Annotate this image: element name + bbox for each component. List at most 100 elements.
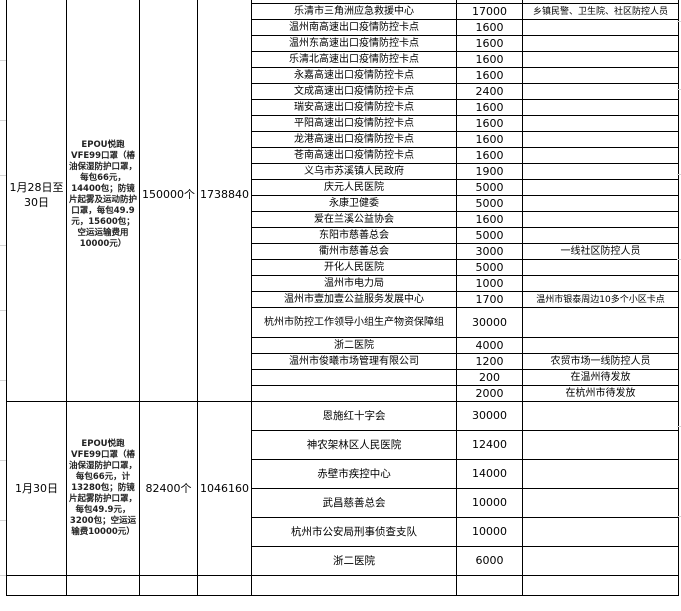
note-cell[interactable]: 在杭州市待发放 [522,385,679,402]
quantity-cell[interactable]: 82400个 [139,401,198,576]
recipient-cell[interactable]: 浙二医院 [251,337,457,354]
note-cell[interactable] [522,19,679,36]
count-cell[interactable]: 14000 [456,459,523,489]
recipient-cell[interactable]: 永嘉高速出口疫情防控卡点 [251,67,457,84]
quantity-cell[interactable]: 150000个 [139,0,198,402]
recipient-cell[interactable] [251,385,457,402]
recipient-cell[interactable]: 爱在兰溪公益协会 [251,211,457,228]
count-cell[interactable]: 1600 [456,211,523,228]
note-cell[interactable] [522,163,679,180]
note-cell[interactable] [522,430,679,460]
empty-cell[interactable] [139,575,198,596]
count-cell[interactable]: 17000 [456,3,523,20]
count-cell[interactable]: 1600 [456,147,523,164]
empty-cell[interactable] [197,575,252,596]
count-cell[interactable]: 10000 [456,488,523,518]
recipient-cell[interactable]: 恩施红十字会 [251,401,457,431]
recipient-cell[interactable]: 浙二医院 [251,546,457,576]
amount-cell[interactable]: 1738840 [197,0,252,402]
count-cell[interactable]: 1000 [456,275,523,292]
count-cell[interactable]: 3000 [456,243,523,260]
note-cell[interactable] [522,459,679,489]
note-cell[interactable]: 一线社区防控人员 [522,243,679,260]
recipient-cell[interactable]: 温州市电力局 [251,275,457,292]
recipient-cell[interactable]: 庆元人民医院 [251,179,457,196]
count-cell[interactable]: 1600 [456,19,523,36]
recipient-cell[interactable]: 赤壁市疾控中心 [251,459,457,489]
recipient-cell[interactable]: 温州南高速出口疫情防控卡点 [251,19,457,36]
note-cell[interactable] [522,131,679,148]
note-cell[interactable] [522,83,679,100]
count-cell[interactable]: 1600 [456,99,523,116]
note-cell[interactable] [522,275,679,292]
count-cell[interactable]: 1200 [456,353,523,370]
note-cell[interactable] [522,488,679,518]
note-cell[interactable] [522,147,679,164]
note-cell[interactable] [522,179,679,196]
count-cell[interactable]: 30000 [456,401,523,431]
note-cell[interactable] [522,211,679,228]
empty-cell[interactable] [66,575,140,596]
recipient-cell[interactable]: 苍南高速出口疫情防控卡点 [251,147,457,164]
note-cell[interactable]: 乡镇民警、卫生院、社区防控人员 [522,3,679,20]
count-cell[interactable]: 1900 [456,163,523,180]
date-cell[interactable]: 1月28日至30日 [6,0,67,402]
recipient-cell[interactable]: 龙港高速出口疫情防控卡点 [251,131,457,148]
note-cell[interactable]: 温州市银泰周边10多个小区卡点 [522,291,679,308]
note-cell[interactable] [522,195,679,212]
count-cell[interactable]: 200 [456,369,523,386]
recipient-cell[interactable]: 温州市壹加壹公益服务发展中心 [251,291,457,308]
recipient-cell[interactable]: 杭州市防控工作领导小组生产物资保障组 [251,307,457,338]
recipient-cell[interactable]: 杭州市公安局刑事侦查支队 [251,517,457,547]
note-cell[interactable]: 在温州待发放 [522,369,679,386]
count-cell[interactable]: 2400 [456,83,523,100]
count-cell[interactable]: 1700 [456,291,523,308]
count-cell[interactable]: 5000 [456,179,523,196]
count-cell[interactable]: 1600 [456,51,523,68]
empty-cell[interactable] [522,575,679,596]
count-cell[interactable]: 1600 [456,67,523,84]
recipient-cell[interactable]: 武昌慈善总会 [251,488,457,518]
count-cell[interactable]: 6000 [456,546,523,576]
recipient-cell[interactable]: 神农架林区人民医院 [251,430,457,460]
note-cell[interactable] [522,546,679,576]
count-cell[interactable]: 1600 [456,115,523,132]
recipient-cell[interactable]: 衢州市慈善总会 [251,243,457,260]
note-cell[interactable] [522,517,679,547]
count-cell[interactable]: 5000 [456,227,523,244]
recipient-cell[interactable]: 乐清北高速出口疫情防控卡点 [251,51,457,68]
count-cell[interactable]: 5000 [456,259,523,276]
empty-cell[interactable] [6,575,67,596]
recipient-cell[interactable]: 瑞安高速出口疫情防控卡点 [251,99,457,116]
count-cell[interactable]: 2000 [456,385,523,402]
count-cell[interactable]: 1600 [456,131,523,148]
note-cell[interactable] [522,35,679,52]
date-cell[interactable]: 1月30日 [6,401,67,576]
recipient-cell[interactable]: 温州市俊曦市场管理有限公司 [251,353,457,370]
note-cell[interactable] [522,259,679,276]
recipient-cell[interactable]: 文成高速出口疫情防控卡点 [251,83,457,100]
recipient-cell[interactable]: 义乌市苏溪镇人民政府 [251,163,457,180]
recipient-cell[interactable] [251,369,457,386]
recipient-cell[interactable]: 平阳高速出口疫情防控卡点 [251,115,457,132]
description-cell[interactable]: EPOU悦跑VFE99口罩（椿油保湿防护口罩，每包66元，14400包；防镜片起… [66,0,140,402]
note-cell[interactable] [522,401,679,431]
recipient-cell[interactable]: 东阳市慈善总会 [251,227,457,244]
note-cell[interactable] [522,67,679,84]
count-cell[interactable]: 30000 [456,307,523,338]
count-cell[interactable]: 4000 [456,337,523,354]
note-cell[interactable] [522,227,679,244]
amount-cell[interactable]: 1046160 [197,401,252,576]
description-cell[interactable]: EPOU悦跑VFE99口罩（椿油保湿防护口罩，每包66元，计13280包；防镜片… [66,401,140,576]
recipient-cell[interactable]: 开化人民医院 [251,259,457,276]
note-cell[interactable] [522,99,679,116]
note-cell[interactable] [522,307,679,338]
recipient-cell[interactable]: 乐清市三角洲应急救援中心 [251,3,457,20]
recipient-cell[interactable]: 温州东高速出口疫情防控卡点 [251,35,457,52]
empty-cell[interactable] [456,575,523,596]
note-cell[interactable] [522,115,679,132]
count-cell[interactable]: 1600 [456,35,523,52]
note-cell[interactable]: 农贸市场一线防控人员 [522,353,679,370]
recipient-cell[interactable]: 永康卫健委 [251,195,457,212]
count-cell[interactable]: 12400 [456,430,523,460]
